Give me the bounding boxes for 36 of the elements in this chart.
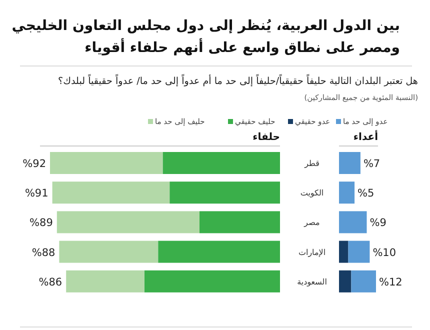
- bar: [56, 211, 200, 234]
- annotation: %10: [372, 246, 396, 259]
- bar: [339, 211, 367, 234]
- bar: [339, 270, 352, 292]
- annotation: %92: [22, 158, 46, 170]
- annotation: %91: [24, 188, 48, 200]
- annotation: %88: [32, 246, 56, 259]
- bar: [351, 270, 376, 292]
- bar: [339, 152, 360, 174]
- bar: [144, 270, 280, 292]
- y-tick-label: مصر: [303, 218, 320, 228]
- chart-title: أعداء: [353, 130, 378, 143]
- y-tick-label: الإمارات: [298, 248, 326, 257]
- annotation: %5: [358, 188, 374, 200]
- chart-title: حلفاء: [252, 132, 280, 143]
- annotation: %89: [30, 217, 53, 230]
- text: بين الدول العربية، يُنظر إلى دول مجلس التعاون الخليجي ومصر على نطاق واسع على أنهم حلفاء أقوياء: [12, 18, 400, 56]
- y-tick-label: الكويت: [300, 188, 324, 198]
- annotation: %86: [38, 276, 62, 288]
- bar: [50, 152, 163, 174]
- annotation: %7: [363, 158, 380, 170]
- bar: [200, 211, 280, 234]
- bar: [66, 270, 144, 292]
- annotation: %12: [379, 276, 402, 288]
- bar: [59, 240, 158, 263]
- annotation: %9: [370, 217, 386, 230]
- bar: [52, 182, 170, 204]
- bar: [162, 152, 280, 174]
- bar: [339, 182, 355, 204]
- y-tick-label: السعودية: [297, 277, 327, 286]
- text: هل تعتبر البلدان التالية حليفاً حقيقياً/حليفاً إلى حد ما أم عدواً إلى حد ما/ عدواً حقيقياً لبلدك؟: [58, 74, 418, 87]
- bar: [339, 240, 348, 263]
- bar: [348, 240, 370, 263]
- y-tick-label: قطر: [304, 159, 320, 168]
- bar: [158, 240, 280, 263]
- bar: [170, 182, 280, 204]
